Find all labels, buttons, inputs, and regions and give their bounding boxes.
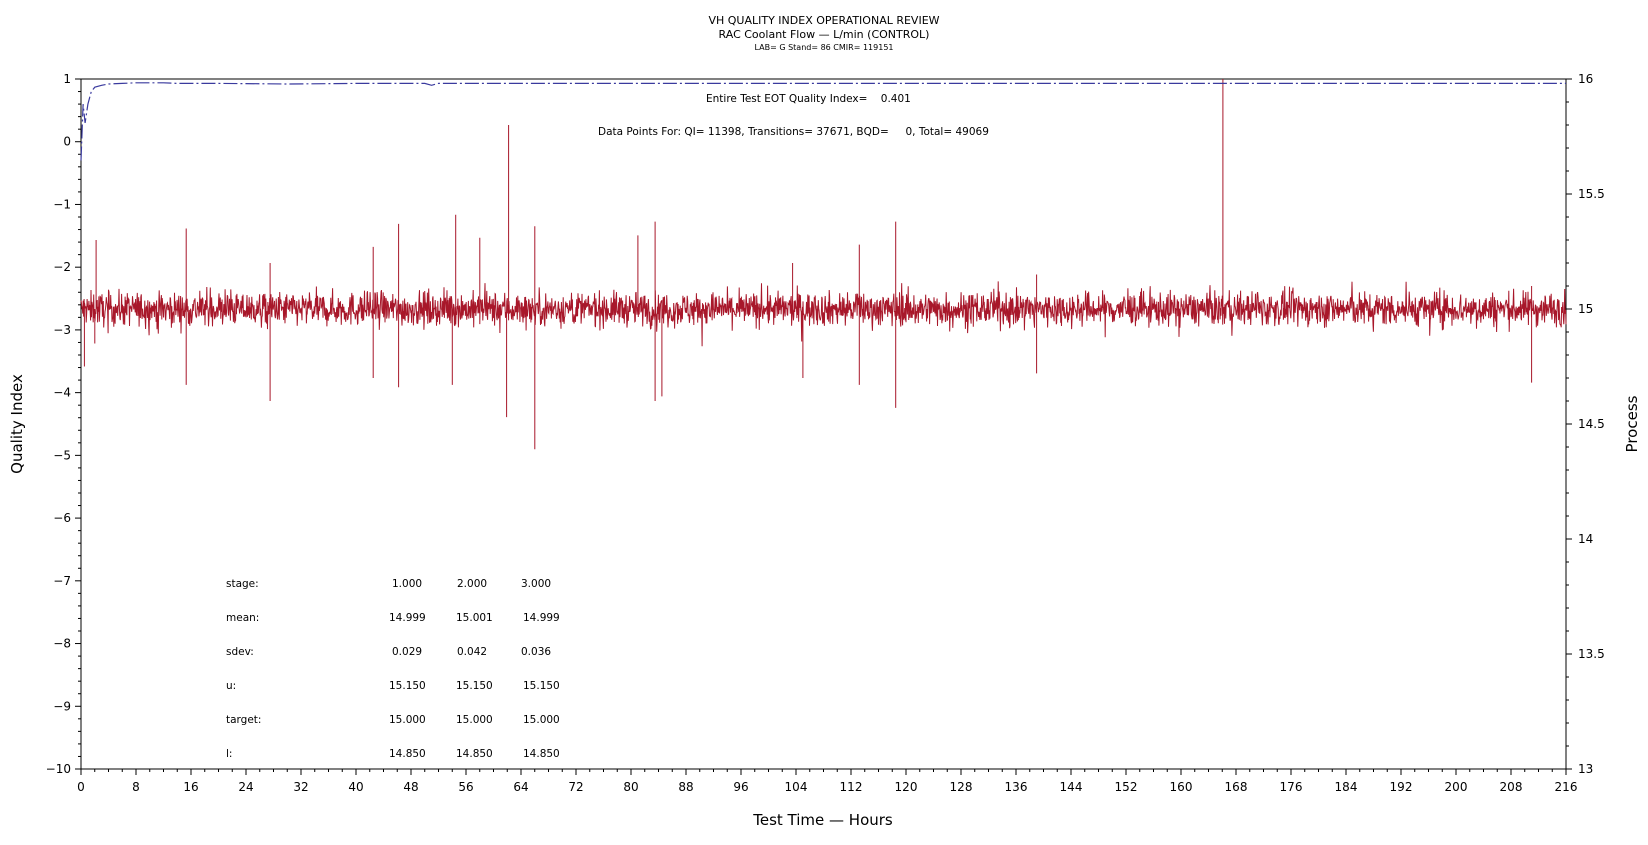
- x-tick-label: 216: [1555, 780, 1578, 794]
- chart-title: VH QUALITY INDEX OPERATIONAL REVIEW: [708, 14, 940, 27]
- x-tick-label: 176: [1280, 780, 1303, 794]
- stats-value: 15.150: [389, 680, 426, 692]
- y2-axis-label: Process: [1623, 395, 1641, 452]
- stats-value: 14.999: [389, 612, 426, 624]
- stats-value: 14.850: [523, 748, 560, 760]
- stats-label: u:: [226, 680, 237, 692]
- x-tick-label: 128: [950, 780, 973, 794]
- y2-tick-label: 13.5: [1578, 647, 1605, 661]
- x-tick-label: 56: [458, 780, 473, 794]
- y2-tick-label: 15.5: [1578, 187, 1605, 201]
- stats-value: 15.000: [389, 714, 426, 726]
- y2-tick-label: 13: [1578, 762, 1593, 776]
- x-tick-label: 168: [1225, 780, 1248, 794]
- x-tick-label: 24: [238, 780, 253, 794]
- stats-value: 1.000: [392, 578, 423, 590]
- eot-quality-index-annotation: Entire Test EOT Quality Index= 0.401: [706, 93, 911, 105]
- x-tick-label: 40: [348, 780, 363, 794]
- x-tick-label: 80: [623, 780, 638, 794]
- stats-value: 15.150: [523, 680, 560, 692]
- x-tick-label: 32: [293, 780, 308, 794]
- x-tick-label: 64: [513, 780, 528, 794]
- y-tick-label: −8: [53, 637, 71, 651]
- x-tick-label: 112: [840, 780, 863, 794]
- stats-value: 0.042: [457, 646, 488, 658]
- data-points-annotation: Data Points For: QI= 11398, Transitions=…: [598, 126, 989, 138]
- stats-value: 2.000: [457, 578, 488, 590]
- stats-label: stage:: [226, 578, 259, 590]
- stats-label: mean:: [226, 612, 260, 624]
- process-series-line: [80, 79, 1567, 450]
- y-tick-label: 1: [63, 72, 71, 86]
- stats-label: sdev:: [226, 646, 254, 658]
- stats-value: 15.001: [456, 612, 493, 624]
- y2-tick-label: 16: [1578, 72, 1593, 86]
- quality-index-series-line: [80, 82, 1566, 161]
- x-tick-label: 208: [1500, 780, 1523, 794]
- x-tick-label: 192: [1390, 780, 1413, 794]
- x-tick-label: 72: [568, 780, 583, 794]
- stats-value: 14.850: [389, 748, 426, 760]
- x-tick-label: 184: [1335, 780, 1358, 794]
- y-tick-label: −4: [53, 386, 71, 400]
- x-tick-label: 96: [733, 780, 748, 794]
- x-tick-label: 8: [132, 780, 140, 794]
- y-tick-label: −6: [53, 511, 71, 525]
- stats-value: 15.000: [523, 714, 560, 726]
- stats-label: l:: [226, 748, 233, 760]
- y-tick-label: 0: [63, 135, 71, 149]
- x-tick-label: 120: [895, 780, 918, 794]
- y-tick-label: −3: [53, 323, 71, 337]
- stats-value: 3.000: [521, 578, 552, 590]
- stats-value: 14.850: [456, 748, 493, 760]
- stats-value: 14.999: [523, 612, 560, 624]
- y-tick-label: −9: [53, 699, 71, 713]
- x-tick-label: 104: [785, 780, 808, 794]
- y-tick-label: −10: [46, 762, 71, 776]
- y-tick-label: −7: [53, 574, 71, 588]
- y-tick-label: −2: [53, 260, 71, 274]
- stats-label: target:: [226, 714, 262, 726]
- stats-value: 15.150: [456, 680, 493, 692]
- x-tick-label: 152: [1115, 780, 1138, 794]
- y2-tick-label: 14.5: [1578, 417, 1605, 431]
- chart-subtitle: RAC Coolant Flow — L/min (CONTROL): [718, 28, 930, 41]
- y-tick-label: −1: [53, 197, 71, 211]
- x-tick-label: 160: [1170, 780, 1193, 794]
- x-tick-label: 16: [183, 780, 198, 794]
- stats-value: 0.029: [392, 646, 423, 658]
- stats-value: 0.036: [521, 646, 552, 658]
- x-tick-label: 144: [1060, 780, 1083, 794]
- x-tick-label: 136: [1005, 780, 1028, 794]
- x-tick-label: 88: [678, 780, 693, 794]
- x-axis-label: Test Time — Hours: [752, 811, 893, 829]
- y2-tick-label: 15: [1578, 302, 1593, 316]
- y-tick-label: −5: [53, 448, 71, 462]
- plot-frame: [80, 78, 1567, 770]
- x-tick-label: 200: [1445, 780, 1468, 794]
- y2-tick-label: 14: [1578, 532, 1593, 546]
- y-axis-label: Quality Index: [8, 374, 26, 474]
- x-tick-label: 48: [403, 780, 418, 794]
- x-tick-label: 0: [77, 780, 85, 794]
- stats-value: 15.000: [456, 714, 493, 726]
- chart-subsubtitle: LAB= G Stand= 86 CMIR= 119151: [754, 43, 894, 52]
